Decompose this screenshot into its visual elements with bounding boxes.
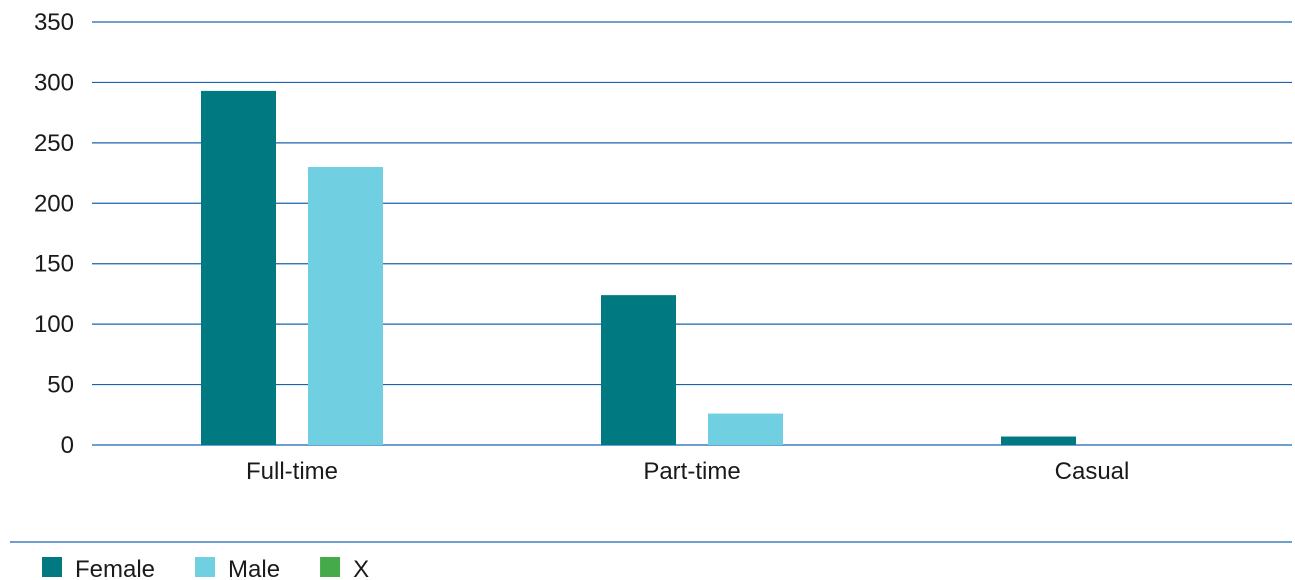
- legend-label-x: X: [353, 556, 369, 580]
- bar-male-part-time: [708, 413, 783, 445]
- gridlines: [92, 21, 1292, 446]
- x-tick-label: Full-time: [246, 458, 338, 485]
- y-tick-label: 300: [34, 69, 74, 96]
- y-tick-label: 250: [34, 130, 74, 157]
- legend-label-male: Male: [228, 556, 280, 580]
- legend: Female Male X: [42, 556, 369, 580]
- y-tick-label: 0: [61, 432, 74, 459]
- x-tick-label: Part-time: [643, 458, 740, 485]
- x-tick-label: Casual: [1055, 458, 1130, 485]
- y-tick-label: 200: [34, 190, 74, 217]
- legend-swatch-male: [195, 557, 216, 577]
- x-axis: Full-time Part-time Casual: [246, 458, 1129, 485]
- legend-swatch-x: [320, 557, 341, 577]
- y-tick-label: 350: [34, 9, 74, 36]
- y-tick-label: 150: [34, 251, 74, 278]
- bar-female-full-time: [201, 90, 276, 445]
- legend-label-female: Female: [75, 556, 155, 580]
- bar-male-full-time: [308, 167, 383, 445]
- bars: [201, 90, 1076, 445]
- bar-female-casual: [1001, 436, 1076, 445]
- bar-female-part-time: [601, 295, 676, 445]
- y-axis: 0 50 100 150 200 250 300 350: [34, 9, 74, 459]
- y-tick-label: 100: [34, 311, 74, 338]
- y-tick-label: 50: [47, 372, 74, 399]
- legend-swatch-female: [42, 557, 62, 577]
